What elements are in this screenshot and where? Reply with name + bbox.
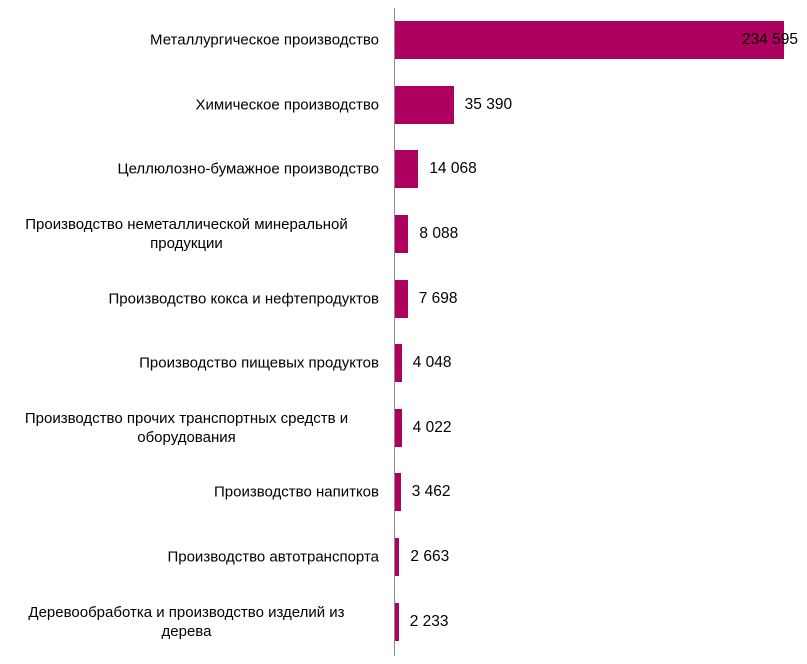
bar [395, 150, 419, 189]
category-label-line: Целлюлозно-бумажное производство [117, 160, 379, 178]
bar [395, 344, 402, 383]
bar-row: Производство напитков 3 462 [0, 460, 807, 525]
category-label: Химическое производство [0, 95, 379, 114]
category-label-line: Производство прочих транспортных средств… [24, 409, 349, 427]
value-label: 7 698 [418, 289, 458, 307]
category-label-line: Производство автотранспорта [167, 548, 379, 566]
category-label: Целлюлозно-бумажное производство [0, 160, 379, 179]
value-label: 35 390 [464, 95, 513, 113]
category-label-line: Производство напитков [213, 483, 379, 501]
category-label-line: Металлургическое производство [150, 31, 379, 49]
bar [395, 473, 401, 512]
bar-row: Металлургическое производство 234 595 [0, 8, 807, 73]
bar [395, 279, 408, 318]
bar [395, 215, 409, 254]
category-label: Производство пищевых продуктов [0, 354, 379, 373]
category-label: Деревообработка и производство изделий и… [0, 603, 379, 641]
category-label: Производство напитков [0, 483, 379, 502]
value-label: 3 462 [411, 483, 451, 501]
category-label: Производство кокса и нефтепродуктов [0, 289, 379, 308]
category-label: Производство автотранспорта [0, 548, 379, 567]
bar-row: Целлюлозно-бумажное производство 14 068 [0, 137, 807, 202]
category-label-line: Химическое производство [195, 96, 379, 114]
category-label-line: дерева [161, 622, 212, 640]
category-label: Металлургическое производство [0, 31, 379, 50]
category-label-line: продукции [150, 235, 223, 253]
value-label: 2 233 [409, 612, 449, 630]
category-label-line: Деревообработка и производство изделий и… [28, 603, 345, 621]
bar-row: Производство кокса и нефтепродуктов 7 698 [0, 266, 807, 331]
value-label: 2 663 [410, 548, 450, 566]
bar-row: Производство пищевых продуктов 4 048 [0, 331, 807, 396]
bar-row: Производство неметаллической минеральной… [0, 202, 807, 267]
category-label-line: Производство кокса и нефтепродуктов [108, 290, 379, 308]
value-label: 234 595 [742, 31, 799, 49]
bar-row: Деревообработка и производство изделий и… [0, 589, 807, 654]
value-label: 14 068 [429, 160, 477, 178]
category-label-line: Производство пищевых продуктов [139, 354, 379, 372]
bar [395, 408, 402, 447]
category-axis-line [394, 8, 395, 656]
bar [395, 21, 784, 60]
bar-row: Производство прочих транспортных средств… [0, 396, 807, 461]
bar-row: Химическое производство 35 390 [0, 73, 807, 138]
bar [395, 538, 400, 577]
bar [395, 602, 399, 641]
category-label: Производство неметаллической минеральной… [0, 215, 379, 253]
value-label: 8 088 [419, 225, 459, 243]
category-label-line: оборудования [137, 428, 236, 446]
bar-row: Производство автотранспорта 2 663 [0, 525, 807, 590]
value-label: 4 048 [412, 354, 452, 372]
value-label: 4 022 [412, 418, 452, 436]
category-label: Производство прочих транспортных средств… [0, 409, 379, 447]
category-label-line: Производство неметаллической минеральной [25, 216, 348, 234]
bar [395, 85, 454, 124]
